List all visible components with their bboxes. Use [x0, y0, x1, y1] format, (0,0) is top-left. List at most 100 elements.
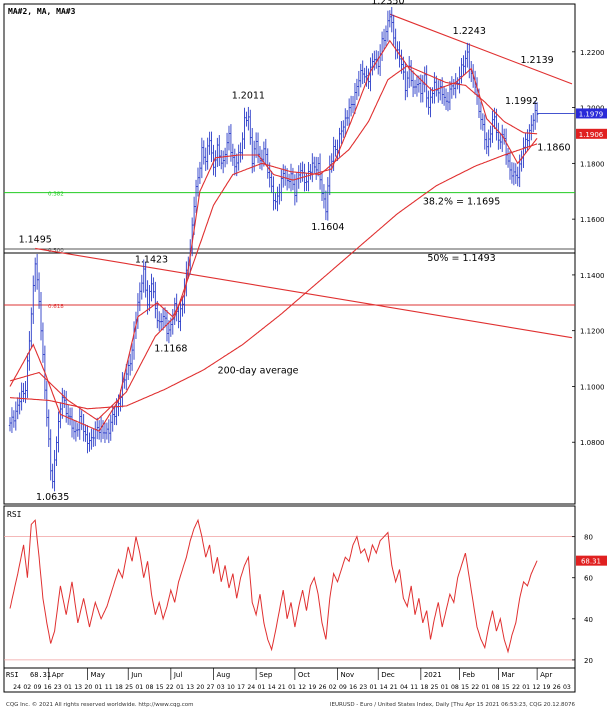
trendline-long-downtrend: [35, 247, 573, 339]
month-label-2: Jun: [130, 671, 142, 679]
day-label-6: 13: [74, 684, 82, 691]
day-label-36: 14: [380, 684, 388, 691]
price-tick-label-5: 1.1200: [580, 328, 605, 336]
day-label-13: 08: [146, 684, 154, 691]
annotation-9: 1.1423: [135, 255, 168, 266]
day-label-8: 01: [95, 684, 103, 691]
day-label-10: 18: [115, 684, 123, 691]
day-label-18: 20: [196, 684, 204, 691]
time-axis: Apr May Jun Jul Aug Sep Oct Nov Dec 2021 Feb Mar Apr…: [13, 668, 571, 691]
annotation-0: 1.2350: [371, 0, 404, 7]
day-label-14: 15: [156, 684, 164, 691]
ma-tag-box: [576, 128, 607, 139]
ma-mid-line: [9, 65, 538, 421]
annotations: 1.2350 1.2243 1.2139 1.2011 1.1992 1.1860 1.16…: [19, 0, 571, 503]
price-tick-label-0: 1.2200: [580, 49, 605, 57]
day-label-54: 03: [563, 684, 571, 691]
month-label-12: Apr: [540, 671, 552, 679]
annotation-5: 1.1860: [537, 143, 570, 154]
ma-short-line: [9, 39, 538, 432]
ma-200-day-line: [9, 143, 538, 410]
day-label-1: 02: [23, 684, 31, 691]
fibonacci-lines: 0.382 0.500 0.618: [4, 192, 575, 310]
ma-tag-text: 1.1906: [579, 131, 604, 139]
annotation-6: 1.1604: [311, 222, 344, 233]
day-label-15: 22: [166, 684, 174, 691]
moving-averages: [9, 39, 538, 432]
day-label-24: 01: [258, 684, 266, 691]
day-label-20: 03: [217, 684, 225, 691]
trendlines: [35, 13, 573, 339]
day-label-41: 25: [431, 684, 439, 691]
footer-instrument: IEURUSD - Euro / United States Index, Da…: [330, 702, 576, 708]
month-label-11: Mar: [501, 671, 514, 679]
day-label-19: 27: [207, 684, 215, 691]
time-axis-frame: [3, 667, 576, 693]
price-tick-label-3: 1.1600: [580, 216, 605, 224]
day-label-11: 25: [125, 684, 133, 691]
day-label-47: 08: [492, 684, 500, 691]
rsi-line: [9, 518, 538, 654]
rsi-bottom-label: RSI: [6, 671, 19, 679]
rsi-tick-label-1: 60: [584, 575, 593, 583]
day-label-5: 01: [64, 684, 72, 691]
day-label-17: 13: [186, 684, 194, 691]
rsi-tick-label-2: 40: [584, 616, 593, 624]
day-label-35: 01: [370, 684, 378, 691]
price-tick-label-6: 1.1000: [580, 383, 605, 391]
day-label-28: 12: [298, 684, 306, 691]
day-label-40: 18: [420, 684, 428, 691]
day-label-44: 15: [461, 684, 469, 691]
day-label-2: 09: [34, 684, 42, 691]
header-label: MA#2, MA, MA#3: [8, 7, 76, 16]
day-label-50: 01: [522, 684, 530, 691]
day-label-33: 16: [349, 684, 357, 691]
annotation-12: 200-day average: [218, 366, 299, 377]
rsi-tick-label-3: 20: [584, 657, 593, 665]
price-axis: 1.22001.20001.18001.16001.14001.12001.10…: [537, 49, 607, 447]
annotation-1: 1.2243: [453, 26, 486, 37]
current-price-tag-box: [576, 108, 607, 119]
day-label-45: 22: [471, 684, 479, 691]
day-label-43: 08: [451, 684, 459, 691]
day-label-27: 01: [288, 684, 296, 691]
day-label-48: 15: [502, 684, 510, 691]
annotation-8: 1.1495: [19, 234, 52, 245]
day-label-34: 23: [359, 684, 367, 691]
rsi-panel: 80 60 40 20 68.31: [4, 518, 607, 665]
fib-label-1: 0.500: [48, 248, 64, 254]
day-label-9: 11: [105, 684, 113, 691]
trendline-upper-downtrend: [389, 13, 573, 85]
annotation-13: 1.0635: [36, 492, 69, 503]
day-label-49: 22: [512, 684, 520, 691]
rsi-panel-label: RSI: [7, 510, 22, 519]
month-label-1: May: [91, 671, 105, 679]
day-label-0: 24: [13, 684, 21, 691]
month-label-6: Oct: [298, 671, 310, 679]
annotation-4: 1.1992: [505, 96, 538, 107]
month-label-0: Apr: [52, 671, 64, 679]
annotation-2: 1.2139: [520, 55, 553, 66]
rsi-tick-label-0: 80: [584, 534, 593, 542]
day-label-22: 17: [237, 684, 245, 691]
month-label-9: 2021: [424, 671, 442, 679]
month-label-8: Dec: [381, 671, 395, 679]
month-label-7: Nov: [341, 671, 355, 679]
day-label-7: 20: [84, 684, 92, 691]
price-tick-label-4: 1.1400: [580, 272, 605, 280]
day-label-21: 10: [227, 684, 235, 691]
day-label-42: 01: [441, 684, 449, 691]
day-label-30: 26: [319, 684, 327, 691]
footer-copyright: CQG Inc. © 2021 All rights reserved worl…: [6, 701, 193, 708]
day-label-26: 21: [278, 684, 286, 691]
day-label-29: 19: [308, 684, 316, 691]
day-label-4: 23: [54, 684, 62, 691]
rsi-current-tag-text: 68.31: [581, 558, 601, 566]
month-label-4: Aug: [216, 671, 230, 679]
day-label-53: 26: [553, 684, 561, 691]
day-label-3: 16: [44, 684, 52, 691]
day-label-25: 14: [268, 684, 276, 691]
month-label-3: Jul: [173, 671, 183, 679]
